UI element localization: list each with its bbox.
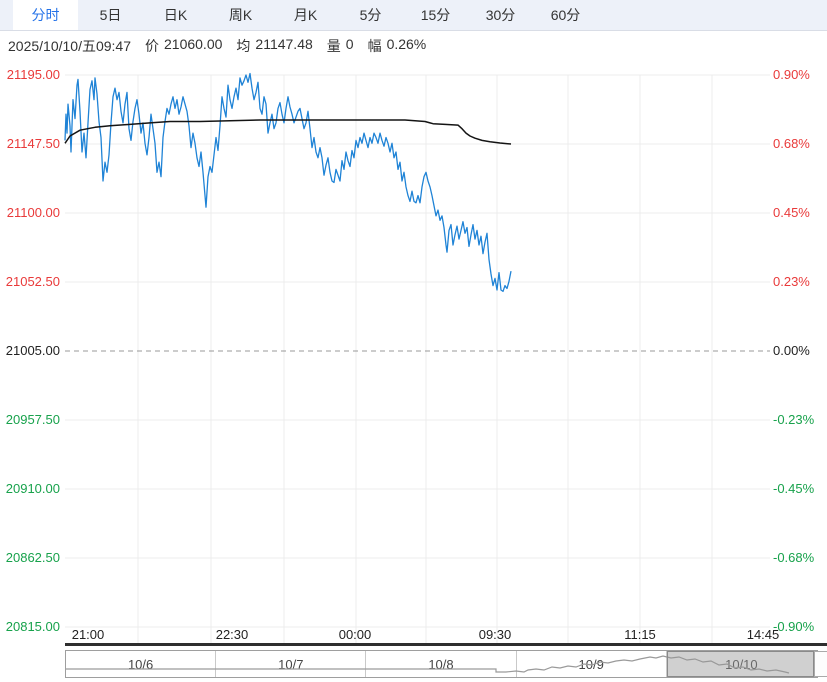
date-navigator[interactable]: 10/6 10/7 10/8 10/9 10/10 (65, 650, 827, 678)
nav-sparkline (66, 655, 790, 674)
x-axis-tick: 00:00 (338, 627, 372, 642)
y-axis-right-tick: -0.68% (773, 550, 815, 565)
price-value: 21060.00 (164, 36, 223, 52)
x-axis-tick: 11:15 (624, 627, 656, 642)
x-axis-tick: 14:45 (746, 627, 780, 642)
y-axis-right-tick: 0.90% (773, 67, 810, 82)
price-label: 价 (145, 38, 159, 54)
nav-selected-window[interactable] (666, 651, 814, 677)
range-value: 0.26% (386, 36, 427, 52)
tab-30分[interactable]: 30分 (485, 7, 516, 23)
x-axis-baseline (65, 643, 827, 646)
tab-5分[interactable]: 5分 (359, 7, 382, 23)
x-axis-tick: 09:30 (478, 627, 512, 642)
y-axis-right-tick: -0.45% (773, 481, 815, 496)
tab-月K[interactable]: 月K (293, 7, 318, 23)
y-axis-right-tick: 0.45% (773, 205, 810, 220)
tab-分时[interactable]: 分时 (13, 0, 78, 30)
x-axis-tick: 22:30 (215, 627, 249, 642)
y-axis-left-tick: 21195.00 (6, 67, 60, 82)
nav-scroll-handle[interactable] (814, 651, 827, 677)
period-tabbar: 分时 5日 日K 周K 月K 5分 15分 30分 60分 (0, 0, 827, 31)
nav-section-10/9[interactable]: 10/9 (517, 651, 667, 677)
y-axis-left-tick: 21052.50 (5, 274, 60, 289)
range-label: 幅 (367, 38, 382, 54)
y-axis-right-tick: 0.23% (773, 274, 810, 289)
nav-section-10/7[interactable]: 10/7 (216, 651, 367, 677)
tab-5日[interactable]: 5日 (99, 7, 122, 23)
tab-60分[interactable]: 60分 (550, 7, 581, 23)
quote-datetime: 2025/10/10/五09:47 (8, 38, 131, 54)
y-axis-left-tick: 20957.50 (5, 412, 60, 427)
average-line (64, 119, 512, 145)
y-axis-right-tick: 0.68% (773, 136, 810, 151)
nav-section-10/6[interactable]: 10/6 (66, 651, 217, 677)
y-axis-left-tick: 21100.00 (6, 205, 60, 220)
price-line (64, 72, 512, 293)
y-axis-left-tick: 20910.00 (5, 481, 60, 496)
x-axis-tick: 21:00 (71, 627, 105, 642)
y-axis-left-tick: 21147.50 (6, 136, 60, 151)
nav-section-10/8[interactable]: 10/8 (366, 651, 517, 677)
avg-label: 均 (236, 38, 251, 54)
y-axis-right-tick: -0.90% (773, 619, 815, 634)
avg-value: 21147.48 (255, 36, 313, 52)
tab-日K[interactable]: 日K (163, 7, 188, 23)
y-axis-left-tick: 21005.00 (5, 343, 60, 358)
volume-value: 0 (345, 36, 354, 52)
y-axis-left-tick: 20815.00 (5, 619, 60, 634)
volume-label: 量 (326, 38, 341, 54)
y-axis-right-tick: -0.23% (773, 412, 815, 427)
tab-周K[interactable]: 周K (228, 7, 253, 23)
y-axis-left-tick: 20862.50 (5, 550, 60, 565)
y-axis-right-tick: 0.00% (773, 343, 810, 358)
tab-15分[interactable]: 15分 (420, 7, 451, 23)
